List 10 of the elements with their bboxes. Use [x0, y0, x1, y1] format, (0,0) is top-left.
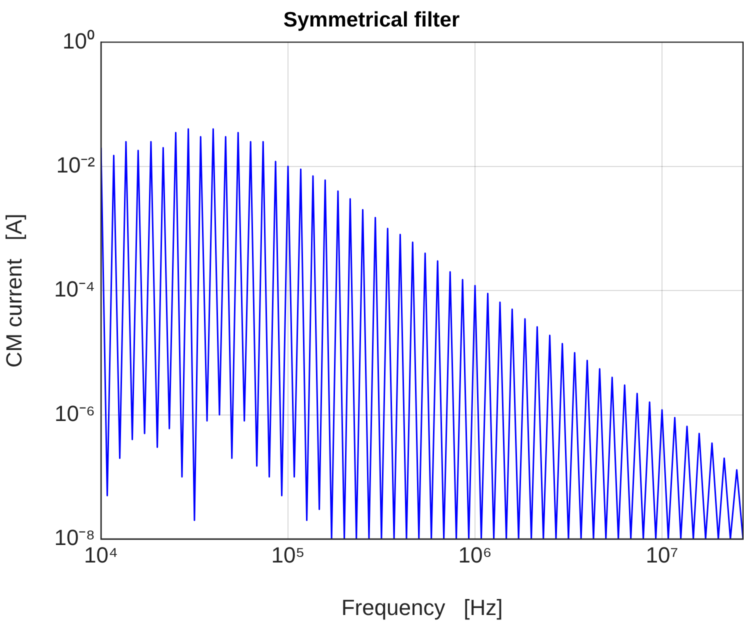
y-tick-label: 10⁻⁶ [54, 400, 95, 426]
x-tick-label: 10⁷ [646, 542, 678, 568]
y-tick-label: 10⁻² [56, 152, 95, 178]
x-axis-title: Frequency [Hz] [341, 594, 503, 620]
chart-title: Symmetrical filter [283, 8, 460, 32]
y-axis-title: CM current [A] [1, 214, 26, 368]
x-tick-label: 10⁵ [271, 542, 305, 568]
x-tick-label: 10⁶ [458, 542, 492, 568]
y-tick-label: 10⁰ [62, 28, 95, 54]
y-tick-label: 10⁻⁴ [54, 276, 95, 302]
